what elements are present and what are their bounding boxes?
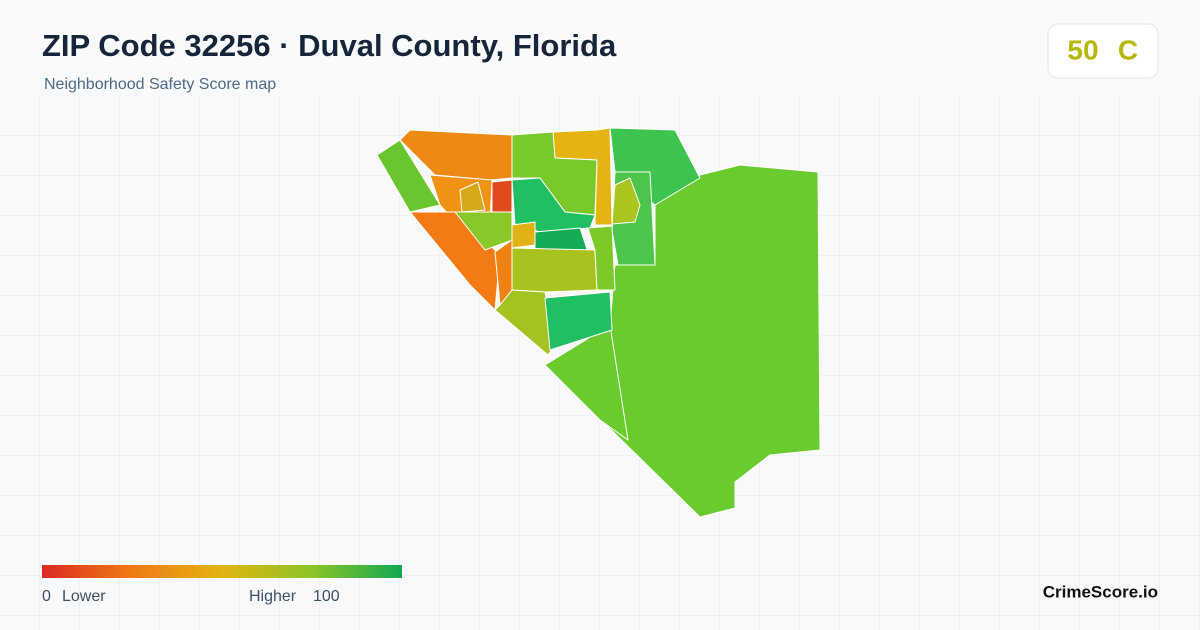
header-bg (0, 0, 1200, 96)
legend-min-label: Lower (62, 588, 106, 605)
legend-min: 0 (42, 588, 51, 605)
badge-box (1047, 23, 1159, 79)
region (511, 247, 598, 293)
region (511, 221, 536, 249)
region (544, 324, 629, 441)
brand: CrimeScore.io (1043, 582, 1158, 601)
legend-scale (42, 565, 402, 578)
subtitle: Neighborhood Safety Score map (44, 76, 276, 93)
legend-max-label: Higher (249, 588, 297, 605)
region (611, 177, 641, 225)
score-grade: C (1118, 34, 1138, 65)
score-value: 50 (1067, 34, 1098, 65)
region (544, 291, 613, 351)
score-badge: 50 C (1047, 23, 1159, 79)
title: ZIP Code 32256 · Duval County, Florida (42, 28, 617, 63)
region (491, 179, 513, 213)
legend-max: 100 (313, 588, 340, 605)
map (376, 127, 821, 518)
region (494, 289, 556, 356)
region (587, 225, 616, 291)
region (459, 181, 486, 213)
